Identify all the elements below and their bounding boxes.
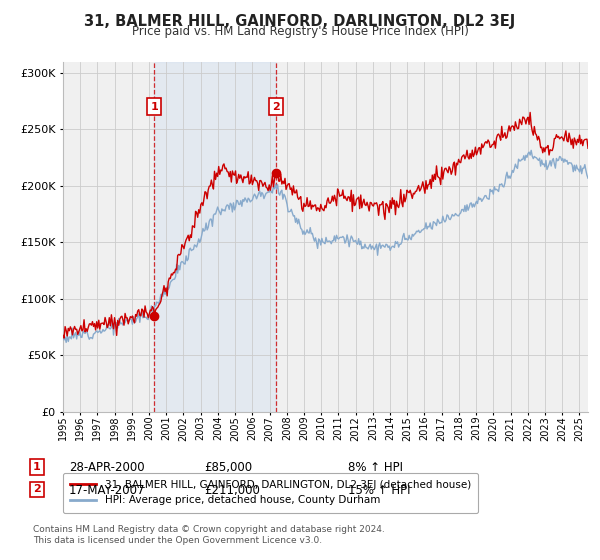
Text: £211,000: £211,000: [204, 484, 260, 497]
Text: 15% ↑ HPI: 15% ↑ HPI: [348, 484, 410, 497]
Text: 31, BALMER HILL, GAINFORD, DARLINGTON, DL2 3EJ: 31, BALMER HILL, GAINFORD, DARLINGTON, D…: [85, 14, 515, 29]
Text: Price paid vs. HM Land Registry's House Price Index (HPI): Price paid vs. HM Land Registry's House …: [131, 25, 469, 38]
Text: Contains HM Land Registry data © Crown copyright and database right 2024.
This d: Contains HM Land Registry data © Crown c…: [33, 525, 385, 545]
Bar: [154, 62, 276, 412]
Text: 1: 1: [33, 462, 41, 472]
Text: 2: 2: [33, 484, 41, 494]
Text: 8% ↑ HPI: 8% ↑ HPI: [348, 461, 403, 474]
Legend: 31, BALMER HILL, GAINFORD, DARLINGTON, DL2 3EJ (detached house), HPI: Average pr: 31, BALMER HILL, GAINFORD, DARLINGTON, D…: [63, 473, 478, 512]
Text: £85,000: £85,000: [204, 461, 252, 474]
Text: 28-APR-2000: 28-APR-2000: [69, 461, 145, 474]
Text: 2: 2: [272, 102, 280, 112]
Text: 17-MAY-2007: 17-MAY-2007: [69, 484, 146, 497]
Text: 1: 1: [151, 102, 158, 112]
